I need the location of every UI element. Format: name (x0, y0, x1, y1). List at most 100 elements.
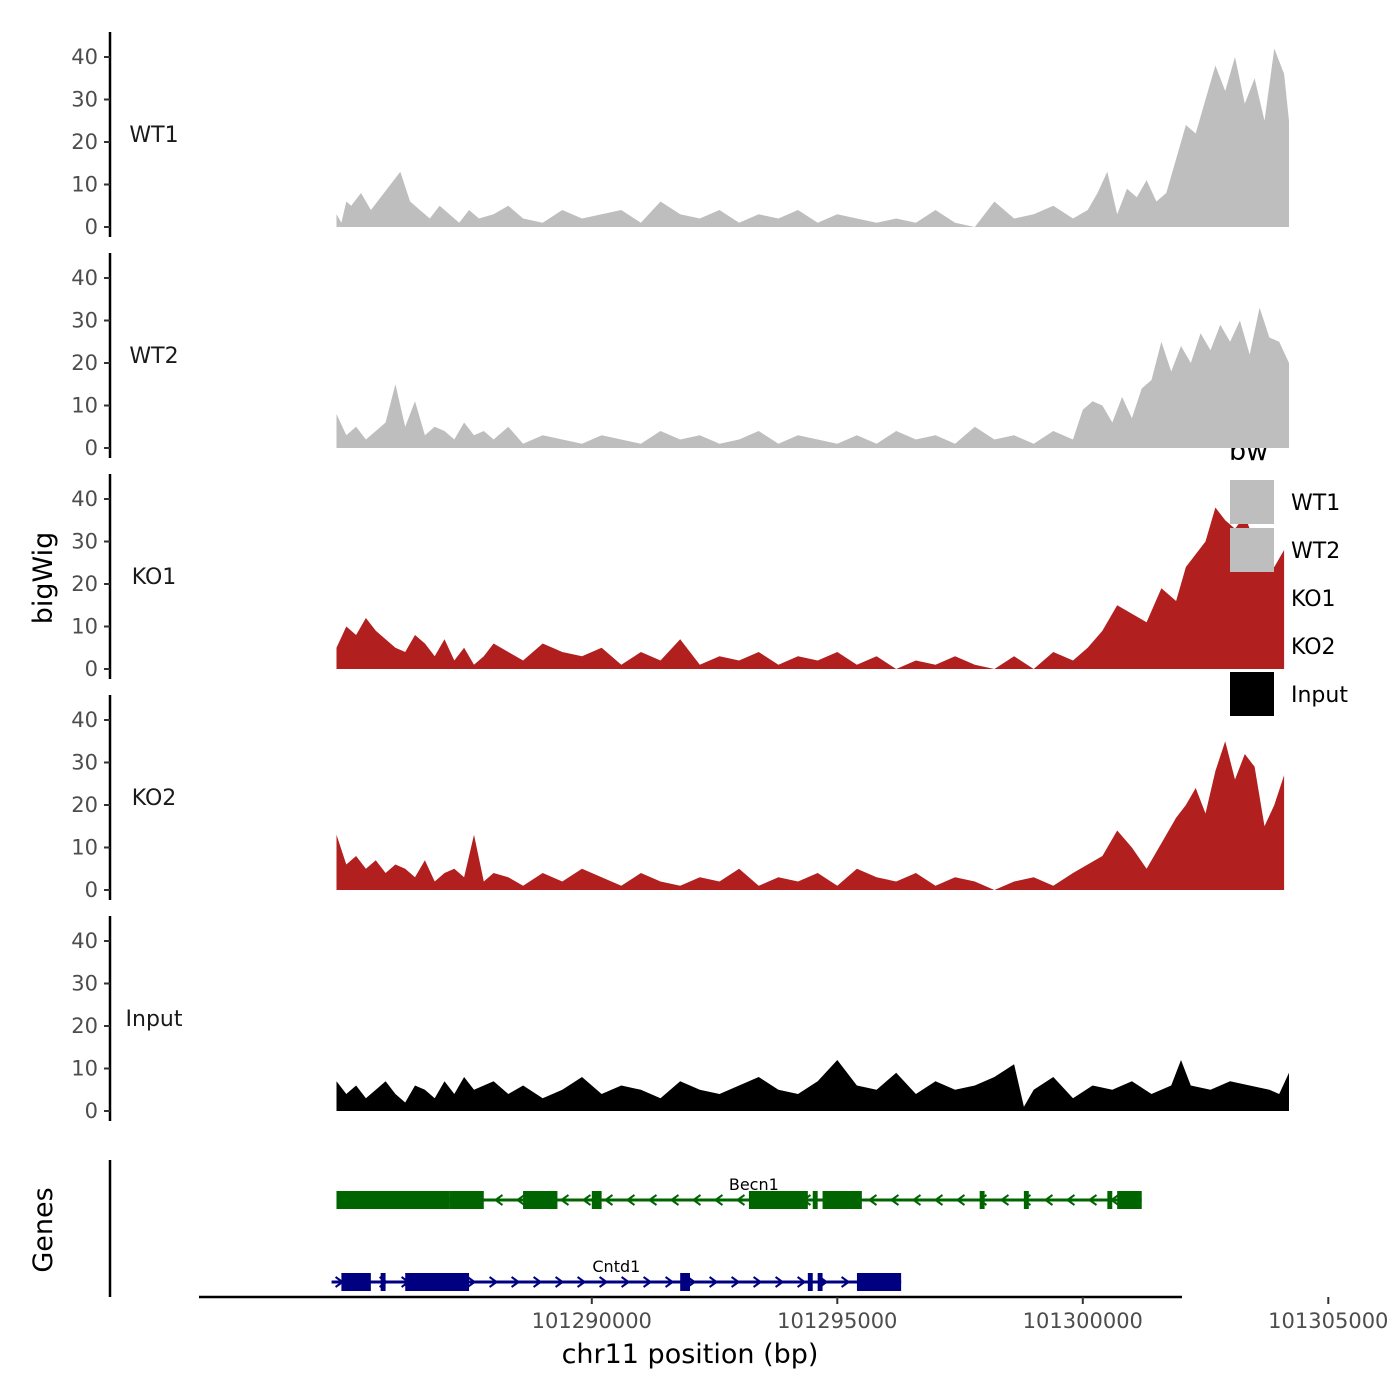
legend-item-input: Input (1230, 672, 1348, 716)
y-tick-label: 30 (71, 530, 98, 554)
y-tick-label: 30 (71, 88, 98, 112)
strand-arrow (1087, 1194, 1098, 1206)
strand-arrow (664, 1276, 675, 1288)
strand-arrow (466, 1276, 477, 1288)
strand-arrow (598, 1276, 609, 1288)
legend-label: WT2 (1291, 539, 1340, 564)
gene-exon (523, 1191, 558, 1209)
y-tick-label: 10 (71, 1057, 98, 1081)
x-tick-label: 101300000 (1023, 1309, 1143, 1333)
track-label: WT1 (129, 123, 178, 148)
strand-arrow (510, 1276, 521, 1288)
track-label: Input (126, 1007, 183, 1032)
legend-label: KO1 (1291, 587, 1336, 612)
y-tick-label: 0 (85, 215, 98, 239)
y-tick-label: 0 (85, 1099, 98, 1123)
legend-item-wt1: WT1 (1230, 480, 1340, 524)
strand-arrow (713, 1194, 724, 1206)
strand-arrow (620, 1276, 631, 1288)
gene-becn1: Becn1 (336, 1175, 1142, 1209)
strand-arrow (691, 1194, 702, 1206)
track-label: WT2 (129, 344, 178, 369)
strand-arrow (625, 1194, 636, 1206)
strand-arrow (774, 1276, 785, 1288)
gene-exon (341, 1273, 371, 1291)
y-tick-label: 0 (85, 657, 98, 681)
gene-exon (1023, 1191, 1029, 1209)
strand-arrow (955, 1194, 966, 1206)
y-tick-label: 20 (71, 793, 98, 817)
strand-arrow (933, 1194, 944, 1206)
gene-exon (812, 1191, 818, 1209)
gene-exon (1107, 1191, 1113, 1209)
legend-item-ko2: KO2 (1230, 624, 1336, 668)
y-tick-label: 30 (71, 751, 98, 775)
gene-exon (979, 1191, 985, 1209)
strand-arrow (493, 1194, 504, 1206)
y-tick-label: 10 (71, 394, 98, 418)
y-tick-label: 10 (71, 836, 98, 860)
legend-swatch (1230, 624, 1274, 668)
strand-arrow (647, 1194, 658, 1206)
gene-exon (680, 1273, 690, 1291)
strand-arrow (554, 1276, 565, 1288)
strand-arrow (1043, 1194, 1054, 1206)
strand-arrow (730, 1276, 741, 1288)
x-axis: 101290000 101295000 101300000 101305000 (199, 1295, 1388, 1333)
area-ko1 (336, 507, 1285, 669)
gene-exon (336, 1191, 450, 1209)
x-tick-label: 101290000 (532, 1309, 652, 1333)
track-wt1: 0 10 20 30 40 WT1 (71, 32, 1289, 239)
track-wt2: 0 10 20 30 40 WT2 (71, 253, 1289, 460)
strand-arrow (867, 1194, 878, 1206)
legend-swatch (1230, 480, 1274, 524)
strand-arrow (576, 1276, 587, 1288)
area-ko2 (336, 741, 1285, 890)
gene-exon (856, 1273, 902, 1291)
strand-arrow (1065, 1194, 1076, 1206)
y-tick-label: 20 (71, 351, 98, 375)
strand-arrow (735, 1194, 746, 1206)
legend-swatch (1230, 576, 1274, 620)
x-tick-label: 101305000 (1268, 1309, 1388, 1333)
area-input (336, 1060, 1289, 1111)
gene-cntd1: Cntd1 (331, 1257, 902, 1291)
legend-swatch (1230, 528, 1274, 572)
y-tick-label: 30 (71, 309, 98, 333)
gene-exon (807, 1273, 813, 1291)
gene-exon (591, 1191, 602, 1209)
y-tick-label: 30 (71, 972, 98, 996)
legend: WT1 WT2 KO1 KO2 Input (1230, 480, 1348, 716)
strand-arrow (840, 1276, 851, 1288)
legend-label: Input (1291, 683, 1348, 708)
y-tick-label: 20 (71, 130, 98, 154)
gene-exon (449, 1191, 484, 1209)
gene-label: Becn1 (729, 1175, 779, 1194)
strand-arrow (999, 1194, 1010, 1206)
gene-exon (748, 1191, 808, 1209)
strand-arrow (581, 1194, 592, 1206)
y-axis-title: bigWig (28, 532, 59, 625)
y-tick-label: 0 (85, 878, 98, 902)
y-tick-label: 10 (71, 173, 98, 197)
track-label: KO1 (132, 565, 177, 590)
strand-arrow (559, 1194, 570, 1206)
strand-arrow (752, 1276, 763, 1288)
gene-exon (822, 1191, 862, 1209)
strand-arrow (669, 1194, 680, 1206)
y-tick-label: 20 (71, 1014, 98, 1038)
strand-arrow (796, 1276, 807, 1288)
gene-exon (405, 1273, 470, 1291)
x-tick-label: 101295000 (777, 1309, 897, 1333)
gene-label: Cntd1 (592, 1257, 640, 1276)
legend-label: WT1 (1291, 491, 1340, 516)
y-tick-label: 10 (71, 615, 98, 639)
area-wt2 (336, 307, 1289, 448)
gene-exon (380, 1273, 386, 1291)
y-tick-label: 40 (71, 708, 98, 732)
genes-axis-title: Genes (28, 1187, 59, 1272)
track-input: 0 10 20 30 40 Input (71, 916, 1289, 1123)
track-ko2: 0 10 20 30 40 KO2 (71, 695, 1285, 902)
legend-swatch (1230, 672, 1274, 716)
